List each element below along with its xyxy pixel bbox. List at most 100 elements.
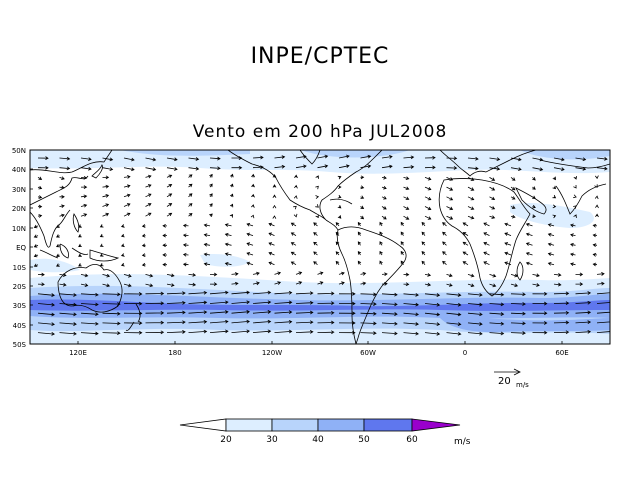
wind-arrow-icon <box>102 331 121 336</box>
wind-arrow-icon <box>182 243 189 247</box>
wind-arrow-icon <box>532 157 544 162</box>
wind-arrow-icon <box>592 252 598 257</box>
wind-arrow-icon <box>421 260 426 265</box>
wind-arrow-icon <box>575 300 592 305</box>
wind-arrow-icon <box>37 195 43 199</box>
wind-arrow-icon <box>532 273 540 278</box>
wind-arrow-icon <box>37 204 43 209</box>
wind-arrow-icon <box>188 213 193 217</box>
wind-arrow-icon <box>141 233 146 238</box>
wind-arrow-icon <box>145 283 154 288</box>
wind-arrow-icon <box>489 283 497 288</box>
wind-arrow-icon <box>268 232 275 236</box>
wind-arrow-icon <box>462 241 469 246</box>
wind-arrow-icon <box>162 233 168 238</box>
wind-arrow-icon <box>547 262 555 266</box>
wind-arrow-icon <box>381 215 387 220</box>
wind-arrow-icon <box>424 312 441 317</box>
wind-arrow-icon <box>230 173 234 178</box>
wind-arrow-icon <box>33 224 39 229</box>
wind-arrow-icon <box>357 260 362 265</box>
wind-arrow-icon <box>252 310 272 314</box>
colorbar-segment-30-40 <box>271 418 319 432</box>
wind-arrow-icon <box>489 312 505 316</box>
wind-arrow-icon <box>532 176 536 181</box>
australia <box>57 264 123 313</box>
wind-arrow-icon <box>290 232 297 236</box>
wind-arrow-icon <box>315 195 320 199</box>
wind-arrow-icon <box>403 282 410 287</box>
wind-arrow-icon <box>575 310 592 315</box>
wind-arrow-icon <box>510 321 526 326</box>
wind-arrow-icon <box>462 232 469 236</box>
wind-arrow-icon <box>424 302 441 307</box>
wind-arrow-icon <box>360 271 367 276</box>
wind-arrow-icon <box>166 184 173 188</box>
wind-arrow-icon <box>489 321 505 326</box>
wind-speed-shading <box>30 150 610 344</box>
wind-arrow-icon <box>592 233 598 238</box>
wind-arrow-icon <box>188 203 193 207</box>
wind-arrow-icon <box>504 251 512 256</box>
wind-arrow-icon <box>141 253 146 257</box>
wind-arrow-icon <box>489 177 496 181</box>
wind-arrow-icon <box>403 272 410 277</box>
wind-arrow-icon <box>510 283 519 288</box>
wind-arrow-icon <box>145 291 165 296</box>
wind-arrow-icon <box>274 155 286 159</box>
south-america-east <box>337 226 407 344</box>
wind-arrow-icon <box>102 283 111 288</box>
wind-arrow-icon <box>145 167 157 172</box>
indonesia <box>39 243 120 262</box>
wind-arrow-icon <box>403 155 415 160</box>
wind-arrow-icon <box>525 252 533 256</box>
wind-arrow-icon <box>510 177 516 181</box>
wind-arrow-icon <box>483 222 490 227</box>
lat-label-30s: 30S <box>13 302 27 310</box>
wind-arrow-icon <box>80 175 88 180</box>
wind-arrow-icon <box>575 320 592 325</box>
wind-arrow-icon <box>231 272 239 276</box>
wind-arrow-icon <box>424 322 441 327</box>
lon-label-120e: 120E <box>69 349 87 357</box>
wind-arrow-icon <box>229 203 234 208</box>
wind-arrow-icon <box>252 319 272 324</box>
wind-arrow-icon <box>532 214 536 219</box>
wind-arrow-icon <box>532 311 548 316</box>
wind-arrow-icon <box>510 302 526 306</box>
wind-arrow-icon <box>251 173 255 178</box>
wind-arrow-icon <box>360 195 365 199</box>
wind-arrow-icon <box>231 156 243 160</box>
wind-arrow-icon <box>274 319 293 324</box>
wind-arrow-icon <box>532 195 536 199</box>
wind-arrow-icon <box>99 233 104 238</box>
wind-arrow-icon <box>570 252 576 257</box>
wind-arrow-icon <box>489 166 501 171</box>
wind-arrow-icon <box>424 196 432 201</box>
wind-arrow-icon <box>338 164 350 169</box>
wind-arrow-icon <box>424 155 436 160</box>
wind-arrow-icon <box>78 263 82 267</box>
wind-arrow-icon <box>80 203 88 208</box>
wind-arrow-icon <box>313 251 318 256</box>
wind-arrow-icon <box>552 185 557 190</box>
wind-arrow-icon <box>467 322 483 326</box>
wind-arrow-icon <box>231 281 239 286</box>
wind-arrow-icon <box>360 164 372 169</box>
wind-arrow-icon <box>315 185 319 190</box>
wind-arrow-icon <box>504 222 512 227</box>
wind-arrow-icon <box>37 331 55 336</box>
wind-arrow-icon <box>335 251 340 256</box>
wind-arrow-icon <box>446 166 458 170</box>
wind-arrow-icon <box>145 273 154 278</box>
wind-arrow-icon <box>317 271 324 276</box>
longitude-axis: 120E 180 120W 60W 0 60E <box>69 341 569 357</box>
wind-arrow-icon <box>552 194 557 199</box>
wind-arrow-icon <box>37 185 43 190</box>
wind-arrow-icon <box>335 260 340 265</box>
wind-arrow-icon <box>188 282 197 287</box>
wind-arrow-icon <box>102 321 121 326</box>
wind-arrow-icon <box>403 165 415 169</box>
wind-arrow-icon <box>274 310 293 315</box>
wind-arrow-icon <box>120 262 125 267</box>
